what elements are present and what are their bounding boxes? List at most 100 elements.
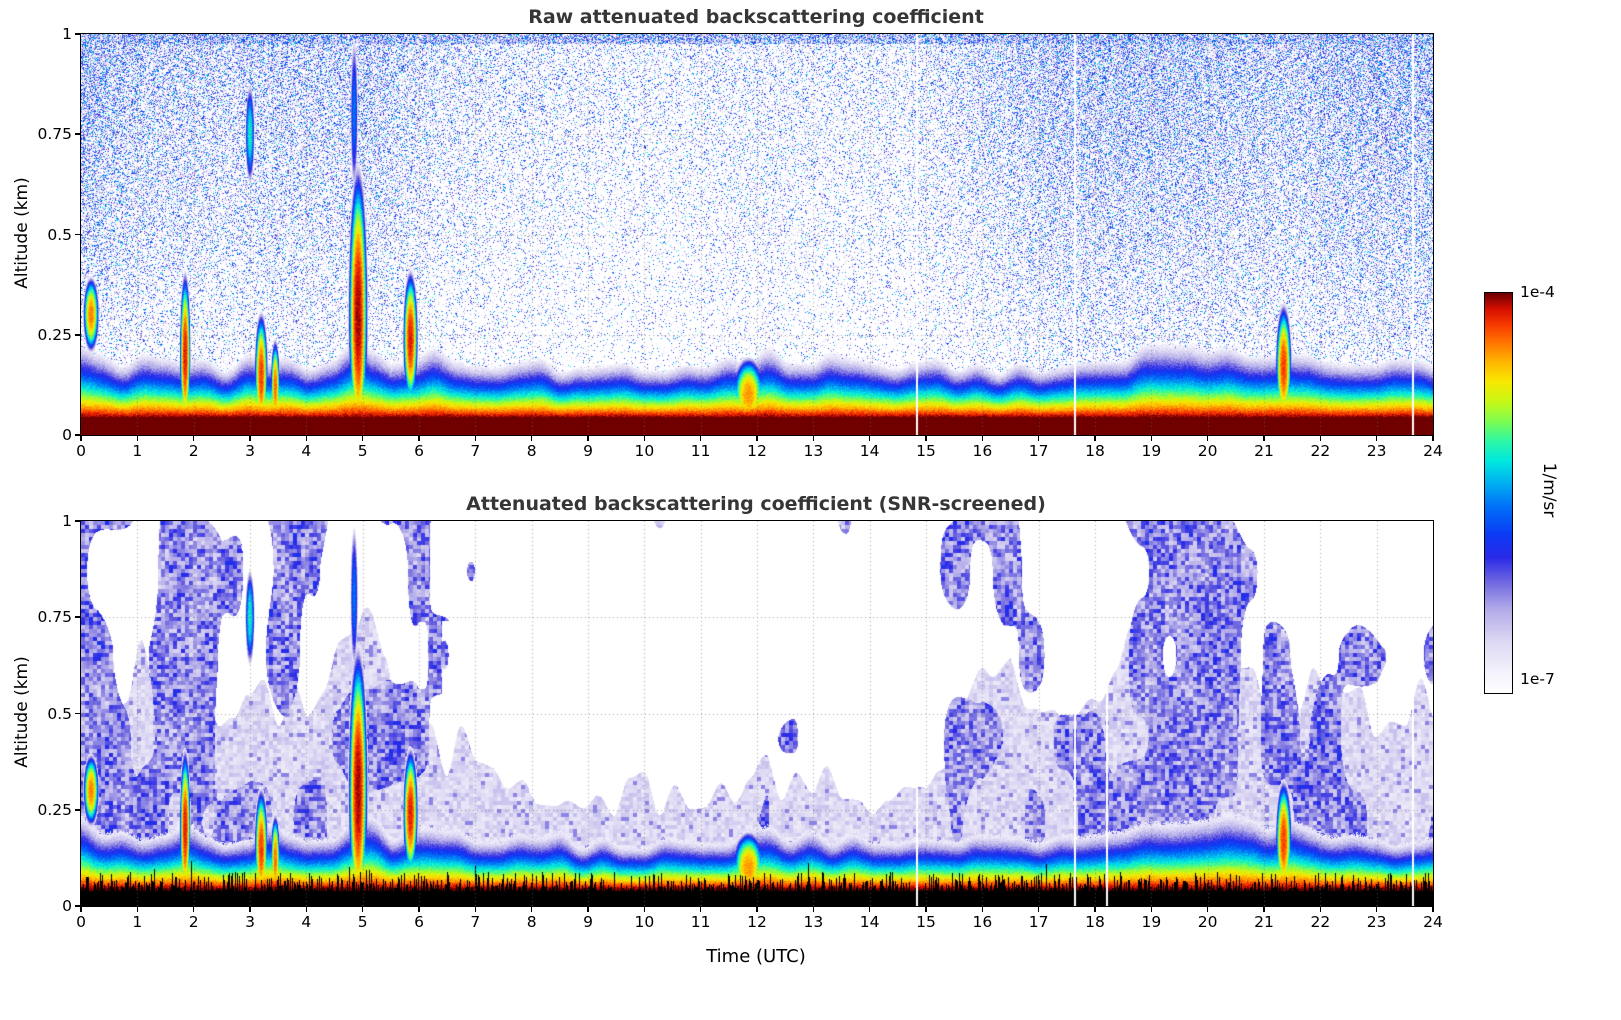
x-tick (1037, 435, 1040, 441)
x-tick (868, 435, 871, 441)
x-tick (1094, 435, 1096, 441)
x-tick-label: 12 (747, 442, 767, 460)
x-tick (192, 906, 195, 912)
x-tick (361, 906, 364, 912)
x-tick-label: 21 (1254, 442, 1274, 460)
x-tick-label: 10 (634, 913, 655, 931)
x-tick-label: 5 (357, 442, 368, 460)
y-tick (75, 133, 81, 136)
x-tick-label: 17 (1028, 913, 1049, 931)
x-tick-label: 17 (1028, 442, 1049, 460)
y-axis-label-raw: Altitude (km) (12, 177, 32, 289)
x-tick-label: 5 (357, 913, 368, 931)
x-tick (192, 435, 195, 441)
x-axis-label: Time (UTC) (706, 946, 806, 967)
x-tick (1432, 906, 1434, 912)
y-tick (75, 520, 81, 522)
x-tick-label: 13 (803, 913, 824, 931)
x-tick (1263, 435, 1265, 441)
y-tick-label: 1 (62, 25, 72, 43)
x-tick-label: 2 (188, 442, 199, 460)
x-tick (1263, 906, 1265, 912)
x-tick (249, 435, 251, 441)
x-tick (981, 906, 984, 912)
x-tick (1206, 435, 1209, 441)
x-tick (925, 435, 927, 441)
y-tick (75, 233, 81, 236)
x-tick-label: 4 (301, 913, 312, 931)
colorbar (1484, 292, 1513, 694)
x-tick-label: 1 (132, 442, 143, 460)
x-tick-label: 23 (1366, 913, 1387, 931)
plot-title-screened: Attenuated backscattering coefficient (S… (466, 493, 1046, 515)
x-tick (812, 435, 815, 441)
x-tick-label: 16 (972, 913, 993, 931)
plot-screened: 0 1 2 3 4 5 6 7 8 9 10 11 12 13 14 15 16 17 18 19 20 21 22 23 24… (37, 512, 1442, 931)
x-tick-label: 1 (132, 913, 143, 931)
colorbar-units-label: 1/m/sr (1539, 462, 1559, 518)
x-tick-label: 16 (972, 442, 993, 460)
x-tick (136, 435, 139, 441)
heatmap-screened-canvas (81, 521, 1433, 906)
x-tick (699, 906, 702, 912)
x-tick (1206, 906, 1209, 912)
x-tick (1150, 435, 1153, 441)
x-tick-label: 8 (526, 442, 537, 460)
x-tick-label: 19 (1141, 913, 1162, 931)
x-tick (305, 435, 308, 441)
x-tick (1319, 435, 1322, 441)
colorbar-max-label: 1e-4 (1520, 283, 1555, 301)
x-tick-label: 22 (1310, 442, 1331, 460)
colorbar-gradient (1485, 293, 1512, 693)
x-tick-label: 3 (245, 442, 255, 460)
x-tick (474, 906, 477, 912)
heatmap-raw-canvas (81, 34, 1433, 435)
x-tick (136, 906, 139, 912)
x-tick (1319, 906, 1322, 912)
x-tick (981, 435, 984, 441)
x-tick-label: 14 (859, 913, 880, 931)
x-tick-label: 4 (301, 442, 312, 460)
y-tick (75, 33, 81, 35)
x-tick-label: 6 (414, 913, 424, 931)
x-tick (587, 435, 589, 441)
y-tick (75, 333, 81, 336)
x-tick (756, 435, 758, 441)
x-tick (756, 906, 758, 912)
x-tick (530, 435, 533, 441)
x-tick-label: 21 (1254, 913, 1274, 931)
y-tick (75, 905, 81, 907)
x-tick (305, 906, 308, 912)
x-tick-label: 15 (916, 913, 936, 931)
x-tick-label: 19 (1141, 442, 1162, 460)
x-tick-label: 3 (245, 913, 255, 931)
y-tick (75, 616, 81, 619)
x-tick-label: 23 (1366, 442, 1387, 460)
x-tick (1432, 435, 1434, 441)
x-tick (868, 906, 871, 912)
x-tick-label: 15 (916, 442, 936, 460)
y-tick-label: 0.5 (47, 225, 72, 244)
x-tick (474, 435, 477, 441)
y-tick-label: 0.5 (47, 704, 72, 723)
x-tick (530, 906, 533, 912)
x-tick (361, 435, 364, 441)
x-tick-label: 20 (1197, 442, 1218, 460)
x-tick (1150, 906, 1153, 912)
y-tick (75, 808, 81, 811)
x-tick (249, 906, 251, 912)
x-tick (1037, 906, 1040, 912)
x-tick (587, 906, 589, 912)
y-axis-label-screened: Altitude (km) (12, 656, 32, 768)
y-tick-label: 0 (62, 426, 72, 444)
x-tick-label: 10 (634, 442, 655, 460)
y-tick (75, 434, 81, 436)
x-tick-label: 9 (583, 913, 593, 931)
x-tick (1375, 906, 1378, 912)
x-tick-label: 20 (1197, 913, 1218, 931)
x-tick (643, 906, 646, 912)
x-tick-label: 6 (414, 442, 424, 460)
x-tick-label: 22 (1310, 913, 1331, 931)
x-tick (418, 906, 420, 912)
